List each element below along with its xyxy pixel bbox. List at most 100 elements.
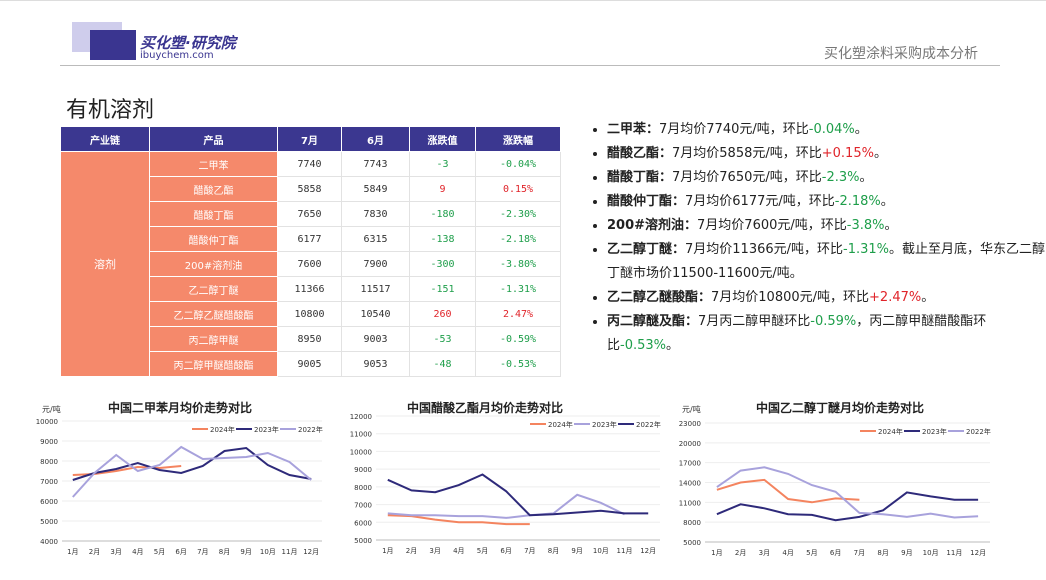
bullet: 200#溶剂油：7月均价7600元/吨，环比-3.8%。 (607, 214, 1046, 238)
x-tick-label: 3月 (429, 547, 440, 555)
value-cell: 6177 (277, 226, 342, 252)
value-cell: 7743 (341, 151, 410, 177)
bullet-change: -1.31% (843, 242, 890, 257)
y-tick-label: 17000 (679, 460, 701, 468)
x-tick-label: 9月 (240, 548, 251, 556)
y-axis-label: 元/吨 (42, 404, 61, 414)
column-header: 涨跌幅 (475, 126, 561, 152)
bullet-text: 。 (921, 290, 935, 305)
bullet-text: 7月均价7600元/吨，环比 (697, 218, 847, 233)
x-tick-label: 5月 (477, 547, 488, 555)
bullet-text: 7月均价10800元/吨，环比 (711, 290, 870, 305)
value-cell: -3 (409, 151, 476, 177)
bullet-label: 二甲苯： (607, 122, 660, 137)
value-cell: -0.53% (475, 351, 561, 377)
table-row: 醋酸丁酯 7650 7830 -180 -2.30% (61, 201, 561, 227)
x-tick-label: 4月 (132, 548, 143, 556)
value-cell: 9005 (277, 351, 342, 377)
y-tick-label: 20000 (679, 440, 701, 448)
chart-title: 中国乙二醇丁醚月均价走势对比 (756, 400, 924, 415)
x-tick-label: 4月 (782, 549, 793, 557)
bullet-text: 7月均价11366元/吨，环比 (685, 242, 844, 257)
value-cell: 9 (409, 176, 476, 202)
bullet: 乙二醇乙醚酸酯：7月均价10800元/吨，环比+2.47%。 (607, 286, 1046, 310)
top-line (0, 0, 1046, 1)
value-cell: 7740 (277, 151, 342, 177)
x-tick-label: 7月 (197, 548, 208, 556)
y-tick-label: 5000 (683, 539, 701, 547)
x-tick-label: 7月 (524, 547, 535, 555)
legend-label: 2024年 (548, 420, 573, 429)
value-cell: 8950 (277, 326, 342, 352)
legend-label: 2023年 (254, 425, 279, 434)
chart-title: 中国二甲苯月均价走势对比 (108, 400, 252, 415)
product-cell: 200#溶剂油 (149, 251, 278, 277)
column-header: 7月 (277, 126, 342, 152)
legend-label: 2022年 (636, 420, 661, 429)
value-cell: -3.80% (475, 251, 561, 277)
report-title: 买化塑涂料采购成本分析 (824, 46, 978, 62)
y-tick-label: 5000 (40, 518, 58, 526)
x-tick-label: 6月 (830, 549, 841, 557)
product-cell: 醋酸丁酯 (149, 201, 278, 227)
line-chart: 中国醋酸乙酯月均价走势对比 5000 6000 7000 8000 9000 10000 11… (350, 400, 661, 555)
bullet-text: ，丙二醇甲醚醋酸酯环比 (607, 314, 987, 353)
header-row: 产业链 产品 7月 6月 涨跌值 涨跌幅 (60, 126, 561, 152)
x-tick-label: 2月 (735, 549, 746, 557)
y-tick-label: 8000 (683, 519, 701, 527)
bullet-change: +0.15% (821, 146, 874, 161)
x-tick-label: 11月 (617, 547, 633, 555)
x-tick-label: 3月 (110, 548, 121, 556)
y-tick-label: 7000 (354, 502, 372, 510)
value-cell: 9053 (341, 351, 410, 377)
value-cell: 7650 (277, 201, 342, 227)
table-row: 醋酸仲丁酯 6177 6315 -138 -2.18% (61, 226, 561, 252)
x-tick-label: 5月 (806, 549, 817, 557)
bullet-label: 200#溶剂油： (607, 218, 698, 233)
value-cell: -151 (409, 276, 476, 302)
x-tick-label: 3月 (759, 549, 770, 557)
series-line (72, 445, 312, 498)
line-chart: 中国二甲苯月均价走势对比 元/吨 4000 5000 6000 7000 8000 9000 1… (36, 400, 323, 556)
x-tick-label: 2月 (406, 547, 417, 555)
group-cell: 溶剂 (60, 151, 150, 377)
value-cell: 9003 (341, 326, 410, 352)
y-tick-label: 5000 (354, 537, 372, 545)
x-tick-label: 1月 (382, 547, 393, 555)
x-tick-label: 11月 (946, 549, 962, 557)
product-cell: 丙二醇甲醚 (149, 326, 278, 352)
y-axis-label: 元/吨 (682, 404, 701, 414)
bullet-text: 。 (666, 338, 680, 353)
value-cell: 260 (409, 301, 476, 327)
bullet-text: 7月均价7650元/吨，环比 (672, 170, 822, 185)
table-row: 乙二醇乙醚醋酸酯 10800 10540 260 2.47% (61, 301, 561, 327)
value-cell: -180 (409, 201, 476, 227)
y-tick-label: 8000 (40, 458, 58, 466)
bullet-change: -3.8% (846, 218, 885, 233)
value-cell: -53 (409, 326, 476, 352)
y-tick-label: 14000 (679, 480, 701, 488)
series-line (716, 466, 979, 519)
x-tick-label: 12月 (970, 549, 986, 557)
legend-label: 2022年 (298, 425, 323, 434)
column-header: 产品 (149, 126, 278, 152)
x-tick-label: 12月 (303, 548, 319, 556)
series-line (716, 478, 860, 504)
bullet-label: 丙二醇醚及酯： (607, 314, 699, 329)
value-cell: 5858 (277, 176, 342, 202)
value-cell: -0.04% (475, 151, 561, 177)
bullet-text: 7月均价7740元/吨，环比 (659, 122, 809, 137)
y-tick-label: 23000 (679, 420, 701, 428)
bullet-label: 乙二醇丁醚： (607, 242, 686, 257)
value-cell: 0.15% (475, 176, 561, 202)
y-tick-label: 6000 (40, 498, 58, 506)
legend-label: 2024年 (878, 427, 903, 436)
product-cell: 醋酸仲丁酯 (149, 226, 278, 252)
x-tick-label: 1月 (711, 549, 722, 557)
bullet-label: 醋酸乙酯： (607, 146, 673, 161)
chart-title: 中国醋酸乙酯月均价走势对比 (407, 400, 563, 415)
value-cell: -2.18% (475, 226, 561, 252)
legend-label: 2022年 (966, 427, 991, 436)
logo-block (90, 30, 136, 60)
bullet-text: 7月均价6177元/吨，环比 (685, 194, 835, 209)
